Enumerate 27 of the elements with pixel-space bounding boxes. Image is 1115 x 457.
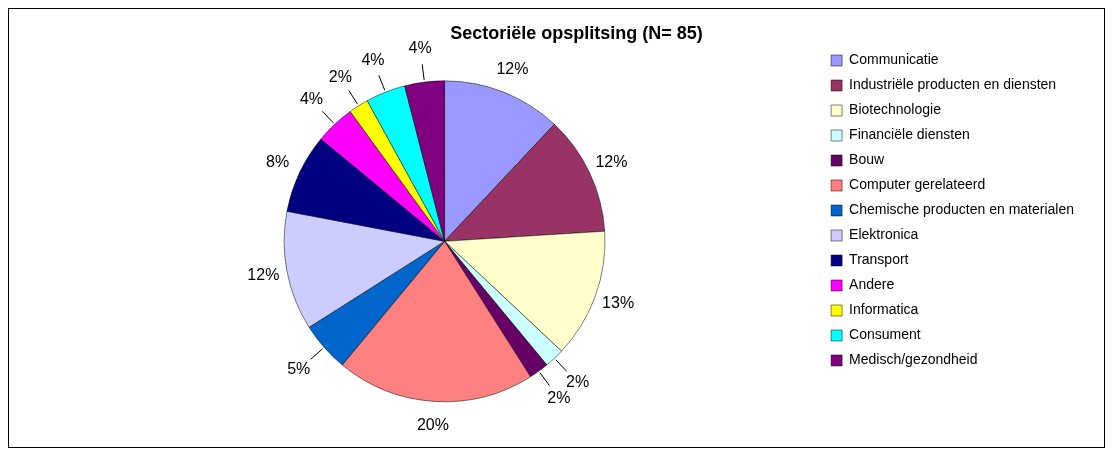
legend-label: Transport <box>849 251 909 268</box>
legend-label: Industriële producten en diensten <box>849 76 1057 93</box>
legend-label: Medisch/gezondheid <box>849 351 978 368</box>
data-label: 2% <box>328 67 352 85</box>
chart-title: Sectoriële opsplitsing (N= 85) <box>450 22 703 43</box>
legend-label: Communicatie <box>849 51 939 68</box>
legend-label: Chemische producten en materialen <box>849 201 1074 218</box>
data-label: 5% <box>287 360 311 378</box>
data-label: 12% <box>496 60 529 78</box>
legend-label: Consument <box>849 326 921 343</box>
data-label: 2% <box>547 389 571 407</box>
legend-label: Bouw <box>849 151 886 168</box>
data-label: 20% <box>416 415 449 433</box>
data-label: 12% <box>247 266 280 284</box>
data-label: 4% <box>361 50 385 68</box>
legend-label: Elektronica <box>849 226 919 243</box>
data-label: 8% <box>266 153 290 171</box>
data-label: 13% <box>602 294 635 312</box>
legend-label: Financiële diensten <box>849 126 970 143</box>
data-label: 12% <box>595 153 628 171</box>
legend-label: Biotechnologie <box>849 101 942 118</box>
legend-label: Andere <box>849 276 895 293</box>
data-label: 4% <box>299 89 323 107</box>
data-label: 2% <box>566 373 590 391</box>
legend-label: Informatica <box>849 301 919 318</box>
legend-label: Computer gerelateerd <box>849 176 986 193</box>
data-label: 4% <box>408 38 432 56</box>
